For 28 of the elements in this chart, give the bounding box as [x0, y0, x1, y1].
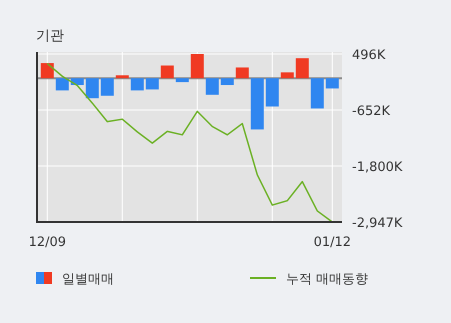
bar [100, 78, 114, 96]
bar [130, 78, 144, 90]
legend-label: 일별매매 [62, 272, 114, 287]
bar [146, 78, 159, 90]
bar [236, 67, 249, 78]
bar [86, 78, 99, 98]
bar [310, 78, 324, 108]
bar [56, 78, 69, 90]
bar [176, 78, 189, 82]
bar [160, 66, 174, 78]
bar [40, 63, 54, 78]
bar [266, 78, 279, 107]
y-tick-label: -652K [352, 104, 391, 120]
bar [190, 54, 204, 78]
legend-label: 누적 매매동향 [286, 272, 368, 287]
y-tick-label: 496K [352, 48, 386, 63]
bar [250, 78, 264, 130]
x-tick-label: 12/09 [28, 235, 66, 250]
bar [220, 78, 234, 86]
y-tick-label: -2,947K [352, 216, 403, 231]
chart-title: 기관 [36, 28, 64, 44]
bar [296, 58, 309, 78]
bar [326, 78, 339, 88]
line-series [46, 62, 334, 223]
bar [206, 78, 219, 95]
bar [280, 72, 294, 78]
y-tick-label: -1,800K [352, 160, 403, 176]
x-tick-label: 01/12 [314, 235, 352, 250]
